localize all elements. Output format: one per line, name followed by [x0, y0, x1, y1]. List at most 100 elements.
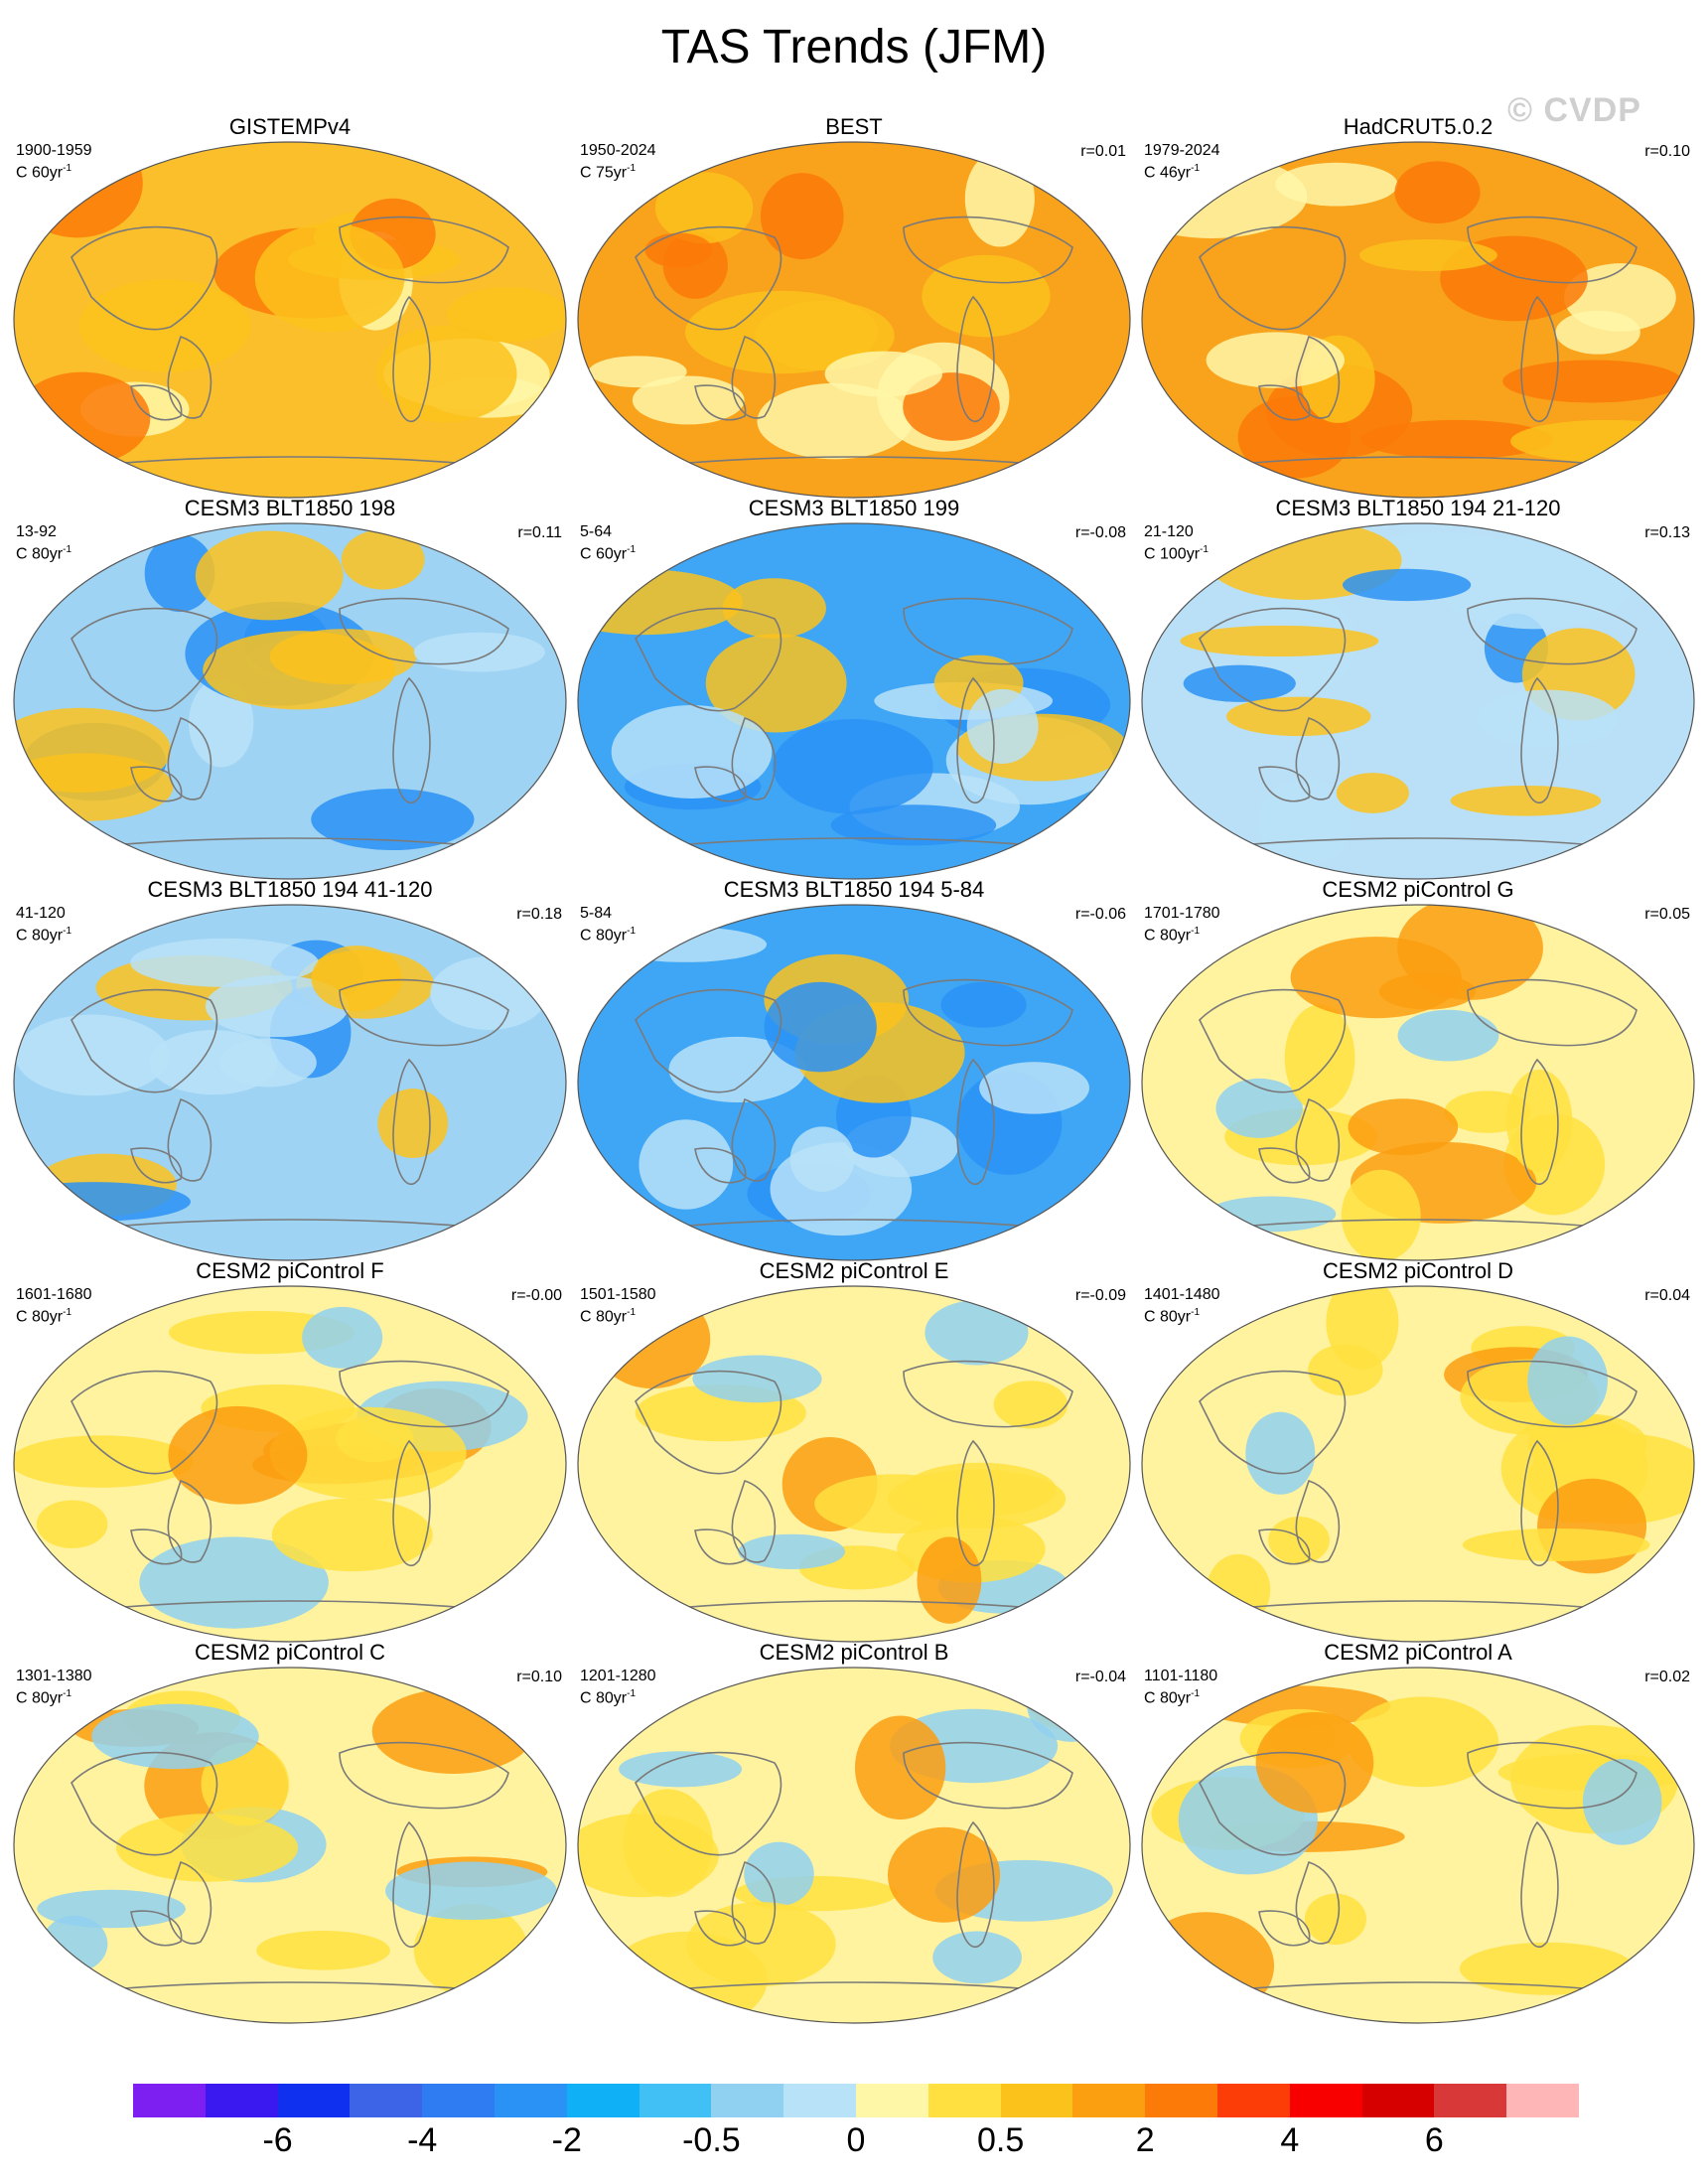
- trend-anomaly-region: [1348, 1098, 1459, 1156]
- coastline: [1258, 384, 1311, 421]
- coastline: [90, 837, 490, 848]
- trend-anomaly-region: [14, 1435, 194, 1488]
- coastline: [1467, 597, 1637, 665]
- panel-period: 1101-1180 C 80yr-1: [1144, 1668, 1217, 1707]
- coastline: [392, 1820, 431, 1949]
- coastline: [635, 225, 783, 331]
- trend-anomaly-region: [966, 688, 1039, 765]
- pattern-correlation: r=0.10: [1644, 143, 1690, 160]
- trend-anomaly-region: [336, 1415, 414, 1463]
- coastline: [90, 456, 490, 467]
- coastline: [71, 1370, 218, 1475]
- unit-prefix: C 80yr: [580, 1689, 628, 1707]
- unit-prefix: C 80yr: [1144, 927, 1192, 945]
- trend-anomaly-region: [256, 1930, 390, 1970]
- panel-period: 1900-1959 C 60yr-1: [16, 142, 92, 182]
- coastline: [130, 1910, 183, 1947]
- coastline: [1520, 1439, 1559, 1567]
- coastline: [1218, 837, 1618, 848]
- map-panel: CESM3 BLT1850 194 21-120 21-120 C 100yr-1 r…: [1140, 496, 1696, 883]
- trend-anomaly-region: [925, 1300, 1029, 1366]
- panel-title: CESM2 piControl G: [1322, 877, 1514, 902]
- trend-anomaly-region: [341, 529, 425, 590]
- trend-anomaly-region: [1207, 1553, 1271, 1626]
- coastline: [694, 1910, 747, 1947]
- coastline: [635, 607, 783, 712]
- colorbar-labels: -6 -4 -2 -0.5 0 0.5 2 4 6: [133, 2121, 1579, 2165]
- trend-anomaly-region: [430, 955, 548, 1030]
- map-panel: CESM3 BLT1850 194 5-84 5-84 C 80yr-1 r=-0.0…: [576, 877, 1132, 1264]
- coastline: [167, 1860, 213, 1945]
- trend-anomaly-region: [203, 631, 396, 710]
- coastline: [1467, 978, 1637, 1047]
- trend-anomaly-region: [964, 150, 1035, 247]
- coastline: [1520, 676, 1559, 804]
- coastline: [90, 1981, 490, 1992]
- coastline: [167, 335, 213, 419]
- panel-period: 13-92 C 80yr-1: [16, 523, 71, 563]
- unit-prefix: C 80yr: [16, 1308, 64, 1326]
- coastline: [694, 766, 747, 802]
- trend-anomaly-region: [1358, 238, 1497, 271]
- coastline: [1199, 988, 1347, 1093]
- trend-anomaly-region: [1582, 1758, 1662, 1845]
- colorbar-tick-label: -4: [407, 2121, 438, 2159]
- map-border: [577, 1667, 1131, 2024]
- coastline: [167, 716, 213, 800]
- trend-anomaly-region: [692, 1355, 822, 1403]
- trend-anomaly-region: [36, 1500, 108, 1548]
- trend-anomaly-region: [91, 1703, 259, 1770]
- trend-anomaly-region: [144, 534, 215, 613]
- map-border: [577, 904, 1131, 1261]
- trend-anomaly-region: [1308, 1344, 1383, 1396]
- trend-unit: C 80yr-1: [16, 1685, 92, 1707]
- unit-exponent: -1: [1191, 926, 1201, 937]
- coastline: [1258, 1910, 1311, 1947]
- coastline: [339, 1741, 509, 1810]
- trend-anomaly-region: [854, 1715, 946, 1820]
- pattern-correlation: r=0.18: [516, 906, 562, 923]
- pattern-correlation: r=0.13: [1644, 524, 1690, 541]
- trend-anomaly-region: [685, 1902, 836, 1987]
- trend-anomaly-region: [1502, 360, 1683, 403]
- panel-title: CESM3 BLT1850 199: [748, 496, 960, 520]
- unit-prefix: C 100yr: [1144, 545, 1201, 563]
- period-years: 41-120: [16, 905, 66, 922]
- coastline: [1467, 216, 1637, 284]
- unit-exponent: -1: [1191, 1307, 1201, 1318]
- coastline: [1218, 1219, 1618, 1230]
- trend-unit: C 80yr-1: [16, 1304, 92, 1326]
- trend-anomaly-region: [757, 382, 913, 460]
- colorbar-tick-label: 2: [1135, 2121, 1155, 2159]
- world-map: [1141, 522, 1695, 880]
- panel-title: BEST: [825, 114, 883, 139]
- trend-anomaly-region: [705, 634, 847, 733]
- trend-anomaly-region: [1527, 1336, 1609, 1425]
- coastline: [694, 1147, 747, 1184]
- coastline: [1258, 1528, 1311, 1565]
- panel-title: CESM2 piControl F: [196, 1258, 384, 1283]
- panel-title: CESM3 BLT1850 194 41-120: [147, 877, 433, 902]
- trend-anomaly-region: [1225, 696, 1371, 737]
- panel-title: CESM2 piControl A: [1324, 1640, 1512, 1665]
- trend-unit: C 60yr-1: [580, 541, 636, 563]
- map-panel: CESM3 BLT1850 198 13-92 C 80yr-1 r=0.11: [12, 496, 568, 883]
- world-map: [13, 1285, 567, 1643]
- panel-period: 21-120 C 100yr-1: [1144, 523, 1209, 563]
- coastline: [1199, 1370, 1347, 1475]
- trend-anomaly-region: [385, 1861, 557, 1921]
- trend-anomaly-region: [887, 1826, 1001, 1923]
- trend-anomaly-region: [1450, 785, 1602, 816]
- unit-prefix: C 75yr: [580, 164, 628, 182]
- trend-anomaly-region: [78, 279, 251, 372]
- coastline: [635, 988, 783, 1093]
- coastline: [1295, 1860, 1341, 1945]
- trend-anomaly-region: [189, 678, 254, 768]
- coastline: [903, 597, 1073, 665]
- trend-anomaly-region: [744, 1841, 814, 1907]
- coastline: [339, 1360, 509, 1428]
- trend-anomaly-region: [1206, 1196, 1337, 1233]
- colorbar-cell: [1216, 2084, 1290, 2117]
- coastline: [654, 1219, 1054, 1230]
- panel-period: 5-64 C 60yr-1: [580, 523, 636, 563]
